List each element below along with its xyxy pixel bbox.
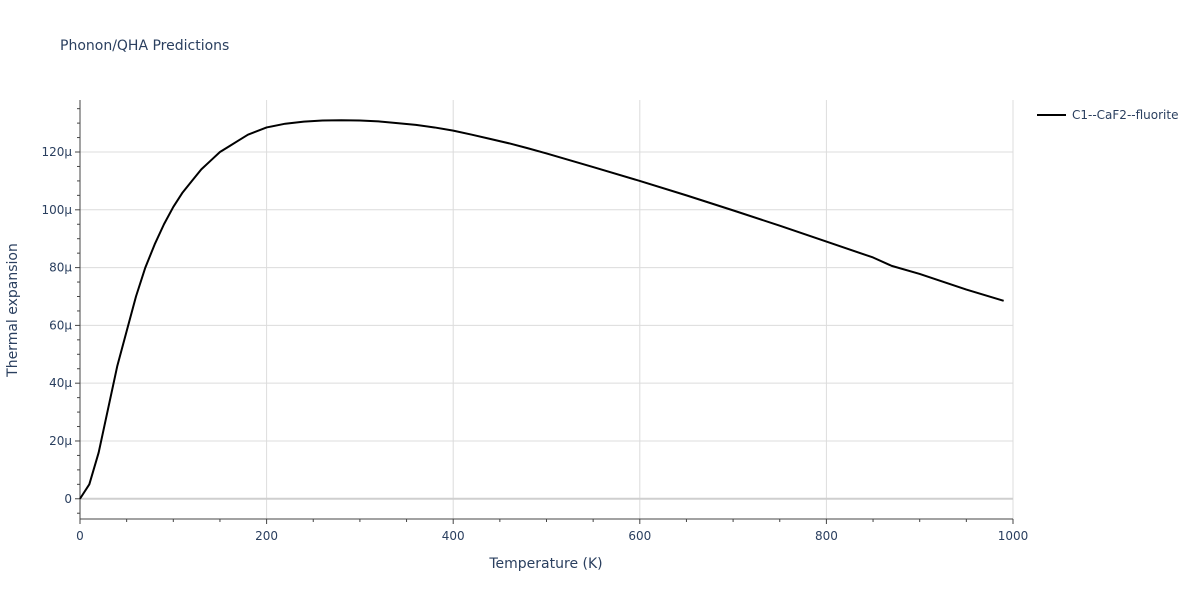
y-tick-label: 20µ	[49, 434, 72, 448]
x-tick-label: 400	[442, 529, 465, 543]
y-tick-label: 60µ	[49, 318, 72, 332]
x-axis-title: Temperature (K)	[488, 556, 602, 572]
y-axis-title: Thermal expansion	[5, 243, 21, 378]
axes	[75, 100, 1014, 524]
x-tick-label: 800	[815, 529, 838, 543]
y-axis-ticks: 0 20µ 40µ 60µ 80µ 100µ 120µ	[41, 145, 72, 506]
x-axis-ticks: 0 200 400 600 800 1000	[76, 529, 1028, 543]
grid	[80, 100, 1014, 519]
legend[interactable]: C1--CaF2--fluorite	[1037, 108, 1178, 122]
x-tick-label: 0	[76, 529, 84, 543]
y-tick-label: 120µ	[41, 145, 72, 159]
y-tick-label: 0	[64, 492, 72, 506]
y-tick-label: 100µ	[41, 203, 72, 217]
series-layer	[79, 119, 1004, 500]
y-tick-label: 80µ	[49, 261, 72, 275]
x-tick-label: 200	[255, 529, 278, 543]
chart-title: Phonon/QHA Predictions	[60, 38, 229, 54]
legend-label: C1--CaF2--fluorite	[1072, 108, 1178, 122]
series-line	[79, 119, 1004, 500]
x-tick-label: 600	[628, 529, 651, 543]
x-tick-label: 1000	[998, 529, 1029, 543]
y-tick-label: 40µ	[49, 376, 72, 390]
